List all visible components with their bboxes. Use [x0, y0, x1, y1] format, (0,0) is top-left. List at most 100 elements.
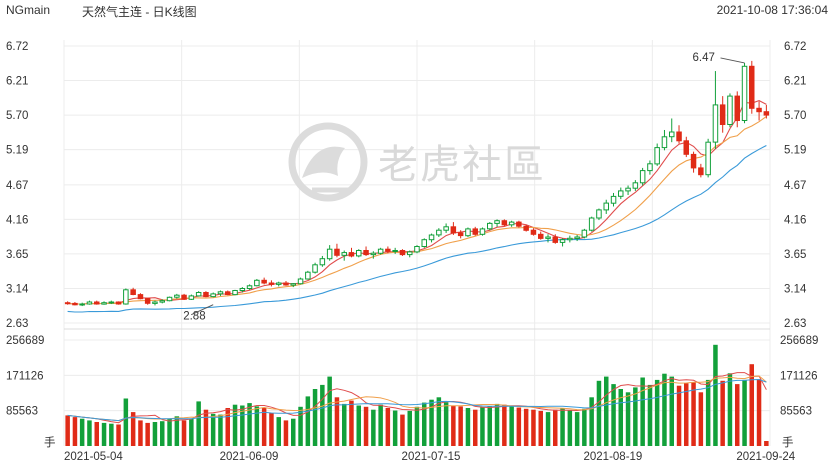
volume-bar	[261, 408, 267, 446]
candle-down	[115, 301, 122, 305]
volume-bar	[633, 387, 638, 446]
volume-bar	[291, 418, 296, 446]
volume-tick-left: 85563	[6, 406, 38, 418]
volume-bar	[691, 382, 696, 446]
high-marker-line	[720, 57, 745, 64]
candle-down	[261, 279, 267, 284]
volume-bar	[320, 384, 325, 446]
volume-bar	[101, 422, 107, 446]
candle-down	[501, 220, 508, 226]
volume-bar	[334, 397, 340, 446]
candle-up	[421, 239, 427, 247]
vol-ma10-line	[67, 375, 767, 422]
volume-bar	[407, 410, 412, 446]
candle-up	[618, 190, 624, 197]
low-marker-line	[190, 304, 214, 316]
price-tick-right: 4.16	[784, 214, 806, 226]
candle-up	[487, 222, 493, 230]
candle-up	[341, 252, 347, 256]
volume-bar	[502, 404, 507, 446]
volume-bar	[516, 407, 522, 446]
date-tick: 2021-09-24	[736, 451, 795, 463]
candle-up	[494, 220, 500, 224]
volume-bar	[698, 392, 704, 446]
candle-down	[516, 221, 522, 227]
candle-up	[639, 170, 646, 184]
candle-up	[319, 258, 326, 266]
price-tick-right: 6.72	[784, 41, 806, 53]
price-tick-left: 2.63	[6, 318, 28, 330]
candle-down	[552, 236, 558, 243]
volume-bar	[145, 422, 150, 446]
candle-up	[86, 301, 93, 305]
candle-up	[188, 295, 195, 300]
price-tick-left: 3.14	[6, 283, 29, 295]
volume-tick-left: 256689	[6, 335, 44, 347]
candle-down	[763, 111, 770, 116]
timestamp: 2021-10-08 17:36:04	[716, 3, 828, 17]
candle-up	[232, 290, 238, 296]
candle-down	[523, 225, 529, 231]
volume-bar	[531, 409, 536, 446]
candle-up	[392, 250, 398, 252]
candle-up	[705, 141, 711, 176]
date-tick: 2021-07-15	[402, 451, 461, 463]
candle-up	[559, 239, 566, 243]
volume-bar	[553, 409, 558, 446]
candle-up	[436, 229, 442, 236]
volume-bar	[327, 376, 332, 446]
volume-bar	[276, 417, 281, 446]
vol-ma20-line	[67, 378, 767, 422]
volume-bar	[604, 376, 609, 446]
volume-bar	[130, 412, 136, 446]
volume-bar	[654, 379, 660, 446]
volume-bar	[349, 400, 354, 446]
candle-down	[334, 248, 340, 256]
candle-up	[669, 131, 675, 138]
candle-down	[363, 250, 369, 256]
candle-up	[370, 252, 377, 256]
candle-up	[290, 283, 296, 286]
volume-bar	[312, 389, 318, 446]
volume-bar	[378, 404, 383, 446]
candle-up	[428, 234, 435, 241]
volume-bar	[210, 413, 216, 446]
candle-down	[472, 228, 478, 235]
volume-bar	[167, 418, 172, 446]
candle-down	[137, 294, 144, 300]
candle-up	[661, 136, 668, 149]
volume-bar	[662, 373, 667, 446]
volume-averages	[67, 372, 767, 424]
volume-bar	[436, 397, 442, 446]
date-tick: 2021-08-19	[584, 451, 643, 463]
candle-down	[144, 298, 151, 304]
date-tick: 2021-05-04	[64, 451, 123, 463]
candle-down	[399, 250, 406, 256]
volume-unit-right: 手	[782, 435, 794, 449]
date-tick: 2021-06-09	[220, 451, 279, 463]
candle-down	[348, 252, 355, 257]
candle-down	[94, 301, 100, 305]
price-tick-right: 6.21	[784, 76, 806, 88]
candle-up	[166, 296, 173, 302]
volume-bar	[232, 404, 238, 446]
candle-up	[305, 271, 311, 280]
candle-up	[254, 279, 260, 287]
candle-up	[326, 248, 333, 260]
candle-up	[407, 251, 413, 256]
volume-bar	[225, 408, 230, 446]
volume-bar	[487, 406, 492, 446]
volume-bar	[611, 384, 616, 446]
volume-bar	[684, 383, 689, 446]
watermark-text: 老虎社區	[378, 142, 546, 188]
candle-up	[312, 264, 318, 273]
low-marker-label: 2.88	[183, 311, 205, 323]
volume-bar	[669, 376, 674, 446]
volume-bar	[203, 409, 209, 446]
candle-down	[756, 107, 762, 113]
volume-bar	[582, 408, 587, 446]
watermark: 老虎社區	[288, 122, 546, 202]
candlesticks	[64, 60, 770, 307]
volume-bar	[764, 441, 769, 446]
